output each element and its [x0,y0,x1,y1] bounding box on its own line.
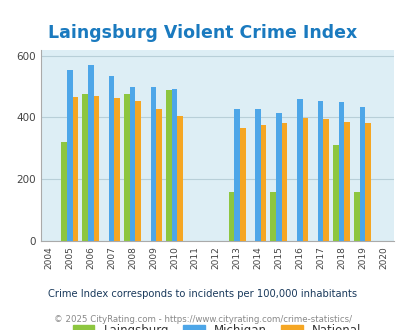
Bar [234,109,239,241]
Bar [61,142,67,241]
Bar [323,119,328,241]
Legend: Laingsburg, Michigan, National: Laingsburg, Michigan, National [68,319,365,330]
Bar [156,109,162,241]
Bar [353,191,359,241]
Bar [270,191,275,241]
Bar [239,128,245,241]
Bar [296,99,302,241]
Bar [359,107,364,241]
Text: Crime Index corresponds to incidents per 100,000 inhabitants: Crime Index corresponds to incidents per… [48,289,357,299]
Bar [281,123,287,241]
Bar [88,65,94,241]
Bar [254,109,260,241]
Bar [72,97,78,241]
Bar [109,76,114,241]
Bar [317,101,323,241]
Bar [177,116,182,241]
Bar [94,96,99,241]
Bar [228,191,234,241]
Bar [130,86,135,241]
Text: Laingsburg Violent Crime Index: Laingsburg Violent Crime Index [48,24,357,42]
Bar [332,145,338,241]
Bar [67,70,72,241]
Text: © 2025 CityRating.com - https://www.cityrating.com/crime-statistics/: © 2025 CityRating.com - https://www.city… [54,315,351,324]
Bar [343,122,349,241]
Bar [135,101,141,241]
Bar [364,123,370,241]
Bar [124,94,130,241]
Bar [260,125,266,241]
Bar [275,114,281,241]
Bar [302,118,307,241]
Bar [338,102,343,241]
Bar [166,90,171,241]
Bar [82,94,88,241]
Bar [171,89,177,241]
Bar [150,87,156,241]
Bar [114,98,120,241]
